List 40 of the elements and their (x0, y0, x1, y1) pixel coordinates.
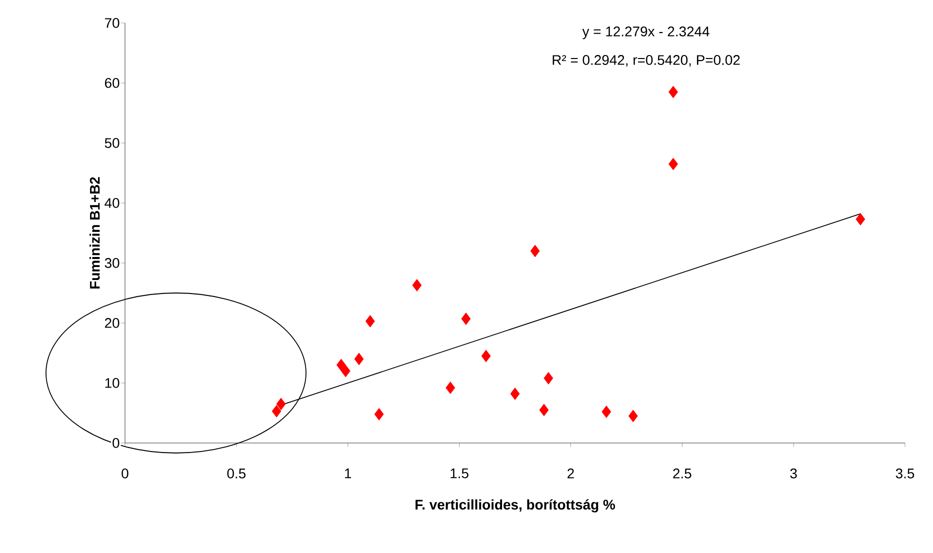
point (340, 364, 350, 378)
point (539, 404, 549, 416)
x-tick-label: 2 (568, 468, 574, 478)
point (336, 358, 346, 372)
point (628, 410, 638, 422)
point (856, 212, 866, 226)
y-tick-label: 10 (105, 378, 120, 388)
point (446, 382, 456, 394)
point (412, 278, 422, 292)
y-tick-label: 70 (105, 18, 120, 28)
y-tick-label: 30 (104, 258, 120, 268)
point (602, 406, 612, 418)
y-tick-label: 0 (112, 438, 120, 448)
x-tick-label: 2.5 (673, 468, 692, 478)
point (668, 158, 678, 170)
x-axis-title: F. verticillioides, borítottság % (416, 499, 616, 512)
point (530, 244, 540, 258)
x-tick-label: 3 (790, 468, 797, 478)
point (544, 372, 554, 384)
point (374, 408, 384, 420)
y-tick-label: 40 (104, 198, 120, 208)
x-tick-label: 0.5 (227, 468, 246, 478)
annotation: R² = 0.2942, r=0.5420, P=0.02 (552, 55, 740, 67)
point (461, 312, 471, 325)
point (354, 352, 364, 366)
point (668, 86, 678, 98)
point (272, 405, 282, 418)
y-tick-label: 60 (104, 78, 120, 88)
annotation: y = 12.279x - 2.3244 (582, 26, 710, 40)
y-tick-label: 50 (104, 138, 120, 148)
x-tick-label: 1.5 (450, 468, 468, 478)
y-tick-label: 20 (104, 318, 120, 328)
x-tick-label: 0 (122, 468, 128, 478)
point (510, 388, 520, 400)
point (276, 398, 286, 410)
point (365, 315, 375, 328)
x-tick-label: 1 (345, 468, 352, 478)
point (481, 350, 491, 362)
x-tick-label: 3.5 (896, 468, 914, 478)
y-axis-title: Fuminizin B1+B2 (90, 177, 100, 288)
